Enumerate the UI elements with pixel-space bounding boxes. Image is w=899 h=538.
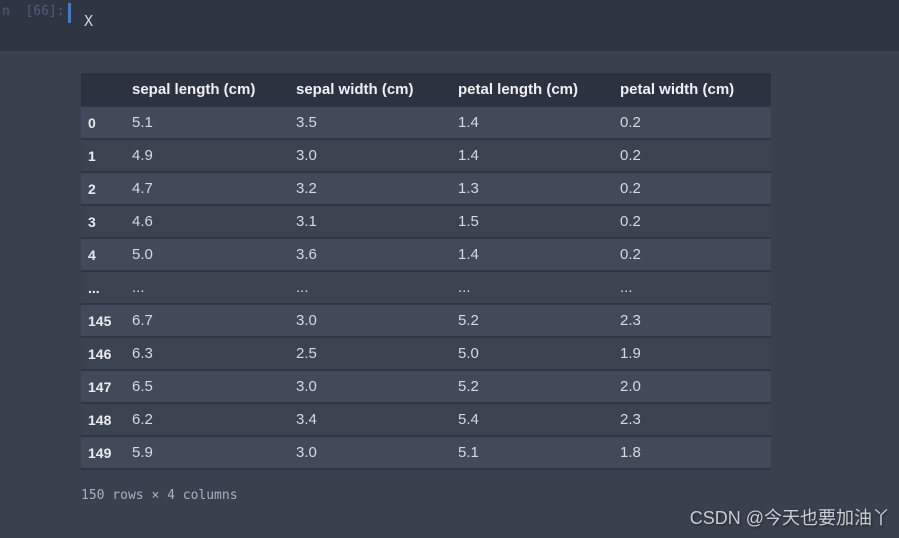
table-row: 146 6.3 2.5 5.0 1.9 [81, 337, 771, 370]
table-cell: 6.2 [132, 411, 153, 428]
table-row: 4 5.0 3.6 1.4 0.2 [81, 238, 771, 271]
table-cell: 5.2 [458, 378, 479, 395]
table-header-row: sepal length (cm) sepal width (cm) petal l… [81, 73, 771, 107]
row-index: 0 [88, 114, 96, 131]
csdn-watermark: CSDN @今天也要加油丫 [689, 508, 890, 528]
table-cell: 0.2 [620, 147, 641, 164]
column-header: petal length (cm) [452, 73, 614, 107]
row-index: 4 [88, 246, 96, 263]
table-cell: ... [132, 279, 145, 296]
table-cell: 1.5 [458, 213, 479, 230]
column-header: sepal length (cm) [126, 73, 290, 107]
row-index: 147 [88, 378, 112, 395]
table-cell: 4.9 [132, 147, 153, 164]
table-body: 0 5.1 3.5 1.4 0.2 1 4.9 3.0 1.4 0.2 2 4.7 3.2 1.3 0.2 3… [81, 106, 771, 469]
table-cell: 3.0 [296, 312, 317, 329]
table-cell: 2.5 [296, 345, 317, 362]
table-cell: 5.2 [458, 312, 479, 329]
table-row: 148 6.2 3.4 5.4 2.3 [81, 403, 771, 436]
table-row: 1 4.9 3.0 1.4 0.2 [81, 139, 771, 172]
code-text[interactable]: X [84, 12, 94, 30]
text-cursor [68, 3, 71, 23]
table-cell: 5.9 [132, 444, 153, 461]
table-cell: 2.3 [620, 312, 641, 329]
table-cell: 3.0 [296, 147, 317, 164]
table-cell: 2.0 [620, 378, 641, 395]
table-cell: ... [620, 279, 633, 296]
row-index: 3 [88, 213, 96, 230]
table-cell: 2.3 [620, 411, 641, 428]
table-row: 3 4.6 3.1 1.5 0.2 [81, 205, 771, 238]
table-cell: 3.5 [296, 114, 317, 131]
table-cell: 5.0 [458, 345, 479, 362]
table-row: 145 6.7 3.0 5.2 2.3 [81, 304, 771, 337]
table-cell: 0.2 [620, 213, 641, 230]
column-header: sepal width (cm) [290, 73, 452, 107]
dataframe-summary: 150 rows × 4 columns [81, 488, 238, 503]
dataframe-table: sepal length (cm) sepal width (cm) petal l… [81, 73, 771, 470]
row-index: 148 [88, 411, 112, 428]
table-cell: 1.4 [458, 114, 479, 131]
table-cell: 1.8 [620, 444, 641, 461]
row-index: 2 [88, 180, 96, 197]
row-index: ... [88, 279, 100, 296]
row-index: 146 [88, 345, 112, 362]
row-index: 1 [88, 147, 96, 164]
table-cell: 3.4 [296, 411, 317, 428]
table-cell: 1.3 [458, 180, 479, 197]
table-cell: 3.6 [296, 246, 317, 263]
index-column-header [81, 73, 126, 107]
table-cell: 1.4 [458, 246, 479, 263]
table-cell: ... [296, 279, 309, 296]
table-cell: 0.2 [620, 246, 641, 263]
table-cell: 5.4 [458, 411, 479, 428]
table-cell: 6.3 [132, 345, 153, 362]
table-row: 2 4.7 3.2 1.3 0.2 [81, 172, 771, 205]
table-cell: 1.9 [620, 345, 641, 362]
table-row: 147 6.5 3.0 5.2 2.0 [81, 370, 771, 403]
table-cell: 1.4 [458, 147, 479, 164]
table-cell: 3.2 [296, 180, 317, 197]
row-index: 149 [88, 444, 112, 461]
table-cell: 0.2 [620, 180, 641, 197]
table-cell: 5.1 [132, 114, 153, 131]
table-cell: ... [458, 279, 471, 296]
table-cell: 3.1 [296, 213, 317, 230]
table-row: 149 5.9 3.0 5.1 1.8 [81, 436, 771, 469]
table-cell: 6.7 [132, 312, 153, 329]
table-cell: 0.2 [620, 114, 641, 131]
row-index: 145 [88, 312, 112, 329]
table-cell: 5.1 [458, 444, 479, 461]
table-cell: 5.0 [132, 246, 153, 263]
table-cell: 3.0 [296, 444, 317, 461]
code-cell-editor[interactable]: n [66]: X [0, 0, 899, 51]
table-cell: 3.0 [296, 378, 317, 395]
execution-prompt: n [66]: [2, 4, 65, 19]
table-cell: 4.7 [132, 180, 153, 197]
table-row: ............... [81, 271, 771, 304]
table-row: 0 5.1 3.5 1.4 0.2 [81, 106, 771, 139]
table-cell: 4.6 [132, 213, 153, 230]
table-cell: 6.5 [132, 378, 153, 395]
column-header: petal width (cm) [614, 73, 771, 107]
